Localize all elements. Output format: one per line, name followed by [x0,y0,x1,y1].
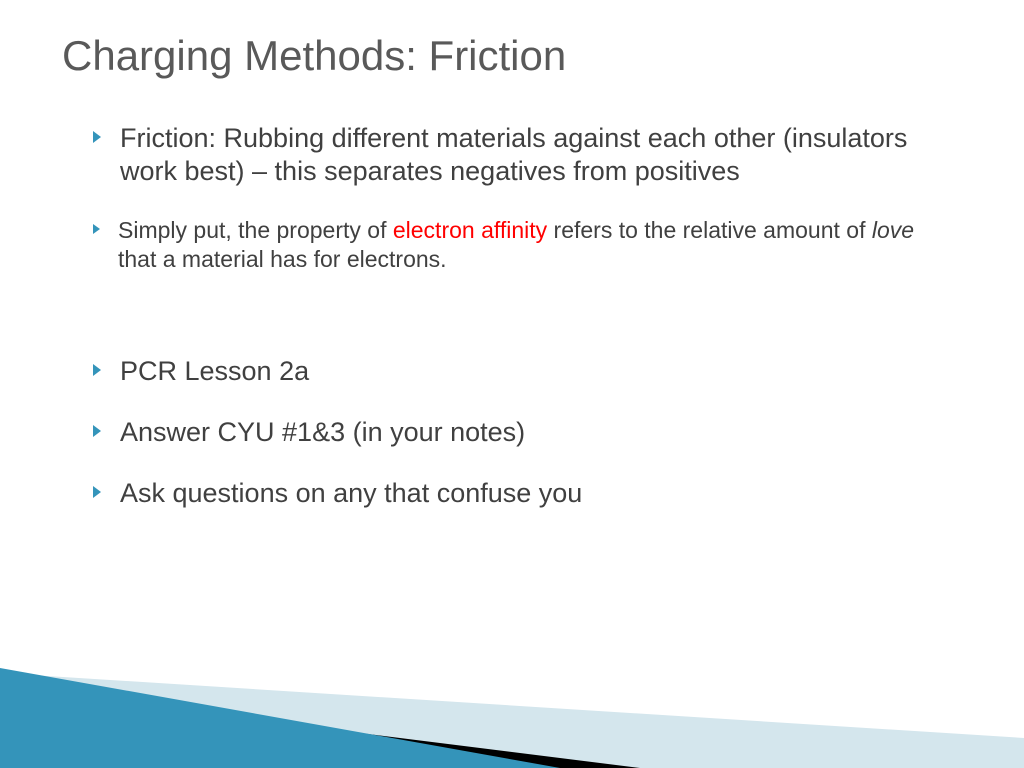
bullet-marker-icon [92,424,104,443]
slide-content: Friction: Rubbing different materials ag… [0,80,1024,510]
bullet-item: Friction: Rubbing different materials ag… [92,122,952,188]
slide-decoration [0,648,1024,768]
bullet-marker-icon [92,222,102,240]
slide-title: Charging Methods: Friction [0,0,1024,80]
bullet-text: PCR Lesson 2a [120,355,309,388]
bullet-item: Answer CYU #1&3 (in your notes) [92,416,952,449]
bullet-marker-icon [92,130,104,149]
bullet-marker-icon [92,485,104,504]
bullet-text: Ask questions on any that confuse you [120,477,582,510]
bullet-item: Ask questions on any that confuse you [92,477,952,510]
bullet-text: Answer CYU #1&3 (in your notes) [120,416,525,449]
bullet-item: PCR Lesson 2a [92,355,952,388]
text-fragment: that a material has for electrons. [118,246,447,272]
bullet-text: Simply put, the property of electron aff… [118,216,952,274]
text-fragment: refers to the relative amount of [554,217,872,243]
bullet-marker-icon [92,363,104,382]
text-fragment: Simply put, the property of [118,217,393,243]
bullet-text: Friction: Rubbing different materials ag… [120,122,952,188]
text-italic: love [872,217,914,243]
bullet-item: Simply put, the property of electron aff… [92,216,952,274]
text-highlight: electron affinity [393,217,554,243]
